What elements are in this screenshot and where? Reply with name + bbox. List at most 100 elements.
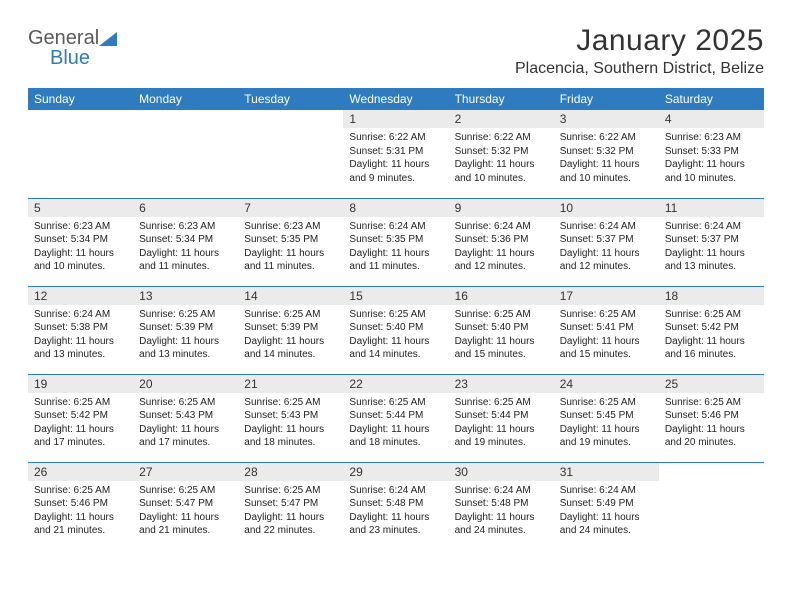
location-text: Placencia, Southern District, Belize (515, 60, 764, 78)
sunrise-text: Sunrise: 6:23 AM (244, 220, 337, 234)
calendar-cell: 26Sunrise: 6:25 AMSunset: 5:46 PMDayligh… (28, 462, 133, 550)
day-number: 18 (659, 287, 764, 305)
day-content: Sunrise: 6:25 AMSunset: 5:44 PMDaylight:… (343, 393, 448, 454)
day-number: 31 (554, 463, 659, 481)
daylight-text: Daylight: 11 hours and 15 minutes. (455, 335, 548, 362)
sunset-text: Sunset: 5:39 PM (139, 321, 232, 335)
daylight-text: Daylight: 11 hours and 10 minutes. (34, 247, 127, 274)
day-number: 11 (659, 199, 764, 217)
day-number: 30 (449, 463, 554, 481)
daylight-text: Daylight: 11 hours and 20 minutes. (665, 423, 758, 450)
sunrise-text: Sunrise: 6:25 AM (455, 396, 548, 410)
daylight-text: Daylight: 11 hours and 24 minutes. (455, 511, 548, 538)
calendar-cell: 8Sunrise: 6:24 AMSunset: 5:35 PMDaylight… (343, 198, 448, 286)
day-content: Sunrise: 6:22 AMSunset: 5:32 PMDaylight:… (449, 128, 554, 189)
day-number: 20 (133, 375, 238, 393)
sunset-text: Sunset: 5:40 PM (455, 321, 548, 335)
logo: General Blue (28, 24, 117, 68)
sunset-text: Sunset: 5:34 PM (139, 233, 232, 247)
dayheader-mon: Monday (133, 88, 238, 110)
day-number: 3 (554, 110, 659, 128)
logo-word2: Blue (28, 47, 90, 69)
month-title: January 2025 (515, 24, 764, 58)
calendar-cell: 16Sunrise: 6:25 AMSunset: 5:40 PMDayligh… (449, 286, 554, 374)
sunrise-text: Sunrise: 6:24 AM (349, 220, 442, 234)
day-content: Sunrise: 6:24 AMSunset: 5:37 PMDaylight:… (659, 217, 764, 278)
day-content: Sunrise: 6:25 AMSunset: 5:40 PMDaylight:… (343, 305, 448, 366)
sunset-text: Sunset: 5:35 PM (244, 233, 337, 247)
day-number: 10 (554, 199, 659, 217)
day-number: 8 (343, 199, 448, 217)
daylight-text: Daylight: 11 hours and 10 minutes. (560, 158, 653, 185)
day-content: Sunrise: 6:25 AMSunset: 5:46 PMDaylight:… (659, 393, 764, 454)
daylight-text: Daylight: 11 hours and 22 minutes. (244, 511, 337, 538)
sunrise-text: Sunrise: 6:24 AM (349, 484, 442, 498)
daylight-text: Daylight: 11 hours and 13 minutes. (34, 335, 127, 362)
sunrise-text: Sunrise: 6:22 AM (349, 131, 442, 145)
daylight-text: Daylight: 11 hours and 19 minutes. (455, 423, 548, 450)
calendar-cell: 18Sunrise: 6:25 AMSunset: 5:42 PMDayligh… (659, 286, 764, 374)
calendar-cell: 3Sunrise: 6:22 AMSunset: 5:32 PMDaylight… (554, 110, 659, 198)
day-content: Sunrise: 6:24 AMSunset: 5:49 PMDaylight:… (554, 481, 659, 542)
daylight-text: Daylight: 11 hours and 16 minutes. (665, 335, 758, 362)
calendar-cell: 1Sunrise: 6:22 AMSunset: 5:31 PMDaylight… (343, 110, 448, 198)
calendar-cell: 21Sunrise: 6:25 AMSunset: 5:43 PMDayligh… (238, 374, 343, 462)
day-number: 28 (238, 463, 343, 481)
sunset-text: Sunset: 5:37 PM (560, 233, 653, 247)
day-content: Sunrise: 6:25 AMSunset: 5:42 PMDaylight:… (28, 393, 133, 454)
day-content: Sunrise: 6:25 AMSunset: 5:39 PMDaylight:… (133, 305, 238, 366)
sunrise-text: Sunrise: 6:25 AM (560, 308, 653, 322)
day-content: Sunrise: 6:25 AMSunset: 5:46 PMDaylight:… (28, 481, 133, 542)
daylight-text: Daylight: 11 hours and 9 minutes. (349, 158, 442, 185)
calendar-cell: 23 Sunrise: 6:25 AMSunset: 5:44 PMDayligh… (449, 374, 554, 462)
calendar-cell (659, 462, 764, 550)
calendar-row: 26Sunrise: 6:25 AMSunset: 5:46 PMDayligh… (28, 462, 764, 550)
sunrise-text: Sunrise: 6:24 AM (34, 308, 127, 322)
sunset-text: Sunset: 5:31 PM (349, 145, 442, 159)
calendar-cell: 7Sunrise: 6:23 AMSunset: 5:35 PMDaylight… (238, 198, 343, 286)
daylight-text: Daylight: 11 hours and 19 minutes. (560, 423, 653, 450)
sunset-text: Sunset: 5:47 PM (244, 497, 337, 511)
dayheader-thu: Thursday (449, 88, 554, 110)
day-content: Sunrise: 6:24 AMSunset: 5:36 PMDaylight:… (449, 217, 554, 278)
sunrise-text: Sunrise: 6:24 AM (560, 220, 653, 234)
daylight-text: Daylight: 11 hours and 11 minutes. (139, 247, 232, 274)
daylight-text: Daylight: 11 hours and 18 minutes. (244, 423, 337, 450)
sunrise-text: Sunrise: 6:25 AM (665, 308, 758, 322)
sunset-text: Sunset: 5:45 PM (560, 409, 653, 423)
sunrise-text: Sunrise: 6:24 AM (455, 484, 548, 498)
sunset-text: Sunset: 5:40 PM (349, 321, 442, 335)
day-number: 14 (238, 287, 343, 305)
sunset-text: Sunset: 5:44 PM (455, 409, 548, 423)
daylight-text: Daylight: 11 hours and 17 minutes. (139, 423, 232, 450)
sunrise-text: Sunrise: 6:25 AM (349, 308, 442, 322)
calendar-cell: 9Sunrise: 6:24 AMSunset: 5:36 PMDaylight… (449, 198, 554, 286)
sunrise-text: Sunrise: 6:25 AM (665, 396, 758, 410)
sunset-text: Sunset: 5:42 PM (34, 409, 127, 423)
daylight-text: Daylight: 11 hours and 13 minutes. (139, 335, 232, 362)
calendar-cell (238, 110, 343, 198)
day-number: 19 (28, 375, 133, 393)
day-number (133, 110, 238, 114)
daylight-text: Daylight: 11 hours and 18 minutes. (349, 423, 442, 450)
daylight-text: Daylight: 11 hours and 21 minutes. (139, 511, 232, 538)
day-content: Sunrise: 6:24 AMSunset: 5:38 PMDaylight:… (28, 305, 133, 366)
daylight-text: Daylight: 11 hours and 24 minutes. (560, 511, 653, 538)
day-content: Sunrise: 6:23 AMSunset: 5:33 PMDaylight:… (659, 128, 764, 189)
day-content: Sunrise: 6:22 AMSunset: 5:31 PMDaylight:… (343, 128, 448, 189)
logo-word1: General (28, 27, 99, 49)
sunrise-text: Sunrise: 6:22 AM (455, 131, 548, 145)
calendar-cell: 5Sunrise: 6:23 AMSunset: 5:34 PMDaylight… (28, 198, 133, 286)
calendar-cell: 24Sunrise: 6:25 AMSunset: 5:45 PMDayligh… (554, 374, 659, 462)
calendar-cell: 31Sunrise: 6:24 AMSunset: 5:49 PMDayligh… (554, 462, 659, 550)
calendar-cell: 29Sunrise: 6:24 AMSunset: 5:48 PMDayligh… (343, 462, 448, 550)
daylight-text: Daylight: 11 hours and 21 minutes. (34, 511, 127, 538)
day-number: 26 (28, 463, 133, 481)
sunrise-text: Sunrise: 6:24 AM (455, 220, 548, 234)
sunset-text: Sunset: 5:46 PM (665, 409, 758, 423)
day-number: 12 (28, 287, 133, 305)
sunrise-text: Sunrise: 6:23 AM (34, 220, 127, 234)
daylight-text: Daylight: 11 hours and 23 minutes. (349, 511, 442, 538)
calendar-cell: 12Sunrise: 6:24 AMSunset: 5:38 PMDayligh… (28, 286, 133, 374)
day-number: 23 (449, 375, 554, 393)
